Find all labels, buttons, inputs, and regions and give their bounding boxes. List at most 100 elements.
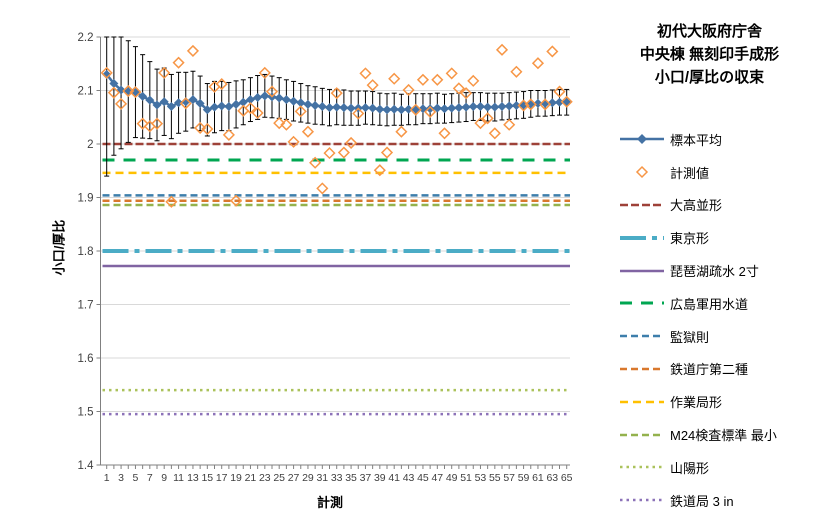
legend-marker-4 — [620, 269, 664, 272]
scatter-marker — [474, 117, 487, 130]
mean-marker — [447, 103, 457, 113]
mean-marker — [195, 98, 205, 108]
legend: 標本平均 計測値 大高並形 東京形 琵琶湖疏水 2寸 広島軍用水道 監獄則 鉄道庁第二種 作業局… — [618, 123, 777, 517]
legend-item-9: M24検査標準 最小 — [618, 418, 777, 451]
mean-marker — [396, 105, 406, 115]
mean-marker — [468, 102, 478, 112]
scatter-marker — [316, 182, 329, 195]
x-tick-label: 7 — [147, 472, 153, 484]
scatter-marker — [309, 156, 322, 169]
y-tick-label: 1.9 — [78, 193, 94, 205]
x-tick-label: 57 — [503, 472, 515, 484]
x-tick-label: 21 — [245, 472, 257, 484]
scatter-marker — [373, 164, 386, 177]
scatter-marker — [553, 85, 566, 98]
scatter-marker — [481, 112, 494, 125]
x-tick-label: 33 — [331, 472, 343, 484]
scatter-marker — [460, 87, 473, 100]
scatter-marker — [510, 65, 523, 78]
scatter-marker — [402, 83, 415, 97]
x-axis-title: 計測 — [316, 495, 343, 510]
x-tick-label: 53 — [475, 472, 487, 484]
mean-marker — [339, 103, 349, 113]
scatter-marker — [546, 45, 559, 58]
legend-item-11: 鉄道局 3 in — [618, 484, 777, 517]
scatter-marker — [531, 57, 545, 70]
mean-marker — [174, 98, 184, 108]
legend-label-6: 監獄則 — [670, 329, 710, 345]
legend-marker-0 — [620, 134, 664, 145]
scatter-marker — [488, 127, 501, 140]
scatter-marker — [337, 146, 350, 159]
mean-marker — [224, 102, 234, 112]
scatter-marker — [115, 97, 128, 110]
scatter-marker — [467, 74, 480, 87]
x-tick-label: 61 — [532, 472, 544, 484]
mean-marker — [102, 69, 112, 79]
mean-marker — [253, 92, 263, 102]
legend-marker-11 — [620, 498, 664, 502]
chart-title: 初代大阪府庁舎 中央棟 無刻印手成形 小口/厚比の収束 — [588, 20, 831, 89]
legend-item-4: 琵琶湖疏水 2寸 — [618, 254, 777, 287]
mean-marker — [181, 97, 191, 107]
x-tick-label: 41 — [388, 472, 400, 484]
scatter-marker — [445, 67, 458, 80]
y-axis-title: 小口/厚比 — [51, 219, 67, 276]
scatter-marker — [273, 117, 286, 130]
x-tick-label: 65 — [561, 472, 573, 484]
mean-marker — [555, 97, 565, 107]
mean-marker — [188, 95, 198, 105]
scatter-marker — [215, 78, 228, 91]
mean-marker — [511, 100, 521, 110]
x-tick-label: 51 — [460, 472, 472, 484]
scatter-marker — [172, 56, 185, 69]
legend-marker-10 — [620, 466, 664, 469]
x-tick-label: 23 — [259, 472, 271, 484]
scatter-marker — [416, 73, 430, 86]
mean-marker — [475, 102, 485, 112]
scatter-marker — [424, 105, 437, 118]
legend-item-5: 広島軍用水道 — [618, 287, 777, 320]
x-tick-label: 13 — [187, 472, 199, 484]
mean-marker — [332, 102, 342, 112]
scatter-marker — [380, 146, 394, 159]
x-tick-label: 55 — [489, 472, 501, 484]
legend-label-11: 鉄道局 3 in — [670, 493, 734, 509]
x-tick-label: 19 — [230, 472, 242, 484]
scatter-marker — [539, 98, 552, 111]
legend-item-6: 監獄則 — [618, 320, 777, 353]
scatter-marker — [280, 118, 293, 131]
mean-marker — [497, 102, 507, 112]
scatter-marker — [503, 118, 516, 131]
legend-item-3: 東京形 — [618, 221, 777, 254]
scatter-marker — [352, 107, 365, 120]
chart-title-line3: 小口/厚比の収束 — [654, 69, 765, 86]
legend-label-5: 広島軍用水道 — [670, 296, 749, 312]
x-tick-label: 37 — [360, 472, 372, 484]
legend-label-9: M24検査標準 最小 — [670, 428, 777, 444]
scatter-marker — [495, 43, 509, 56]
scatter-marker — [122, 84, 135, 98]
scatter-marker — [301, 125, 315, 138]
mean-marker — [303, 99, 313, 109]
y-tick-label: 1.7 — [78, 300, 94, 312]
scatter-marker — [524, 98, 537, 111]
scatter-marker — [158, 66, 171, 79]
legend-marker-3 — [620, 235, 664, 240]
scatter-marker — [323, 147, 336, 160]
scatter-marker — [560, 95, 573, 108]
scatter-marker — [150, 117, 164, 130]
mean-marker — [454, 103, 464, 113]
y-tick-label: 2 — [87, 139, 93, 151]
mean-marker — [504, 101, 514, 111]
scatter-marker — [179, 97, 192, 110]
legend-marker-1 — [635, 166, 649, 179]
legend-item-10: 山陽形 — [618, 451, 777, 484]
legend-label-3: 東京形 — [670, 231, 710, 247]
scatter-marker — [136, 117, 149, 130]
legend-marker-7 — [620, 367, 664, 371]
mean-marker — [325, 103, 335, 113]
x-tick-label: 9 — [161, 472, 167, 484]
scatter-marker — [100, 66, 113, 79]
legend-item-7: 鉄道庁第二種 — [618, 353, 777, 386]
